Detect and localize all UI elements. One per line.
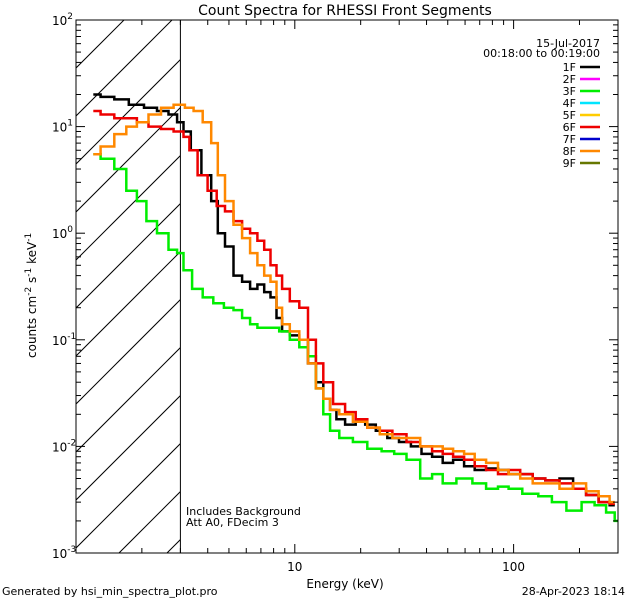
svg-text:100: 100 <box>52 225 73 241</box>
svg-text:102: 102 <box>52 12 73 28</box>
hatch-line-8 <box>76 298 181 405</box>
series-line-8F <box>93 103 615 504</box>
hatch-line-1 <box>76 20 125 69</box>
x-tick-label-100: 100 <box>502 560 525 574</box>
hatch-line-4 <box>76 106 181 213</box>
legend-item-9F: 9F <box>563 157 600 170</box>
y-tick-label-1e-3: 10-3 <box>52 545 76 561</box>
series-line-3F <box>93 153 618 523</box>
series-line-6F <box>93 109 615 505</box>
legend-item-2F: 2F <box>563 73 600 86</box>
hatch-line-6 <box>76 202 181 309</box>
legend-label-3F: 3F <box>563 85 576 98</box>
legend-item-7F: 7F <box>563 133 600 146</box>
hatch-line-2 <box>76 20 173 117</box>
footer-timestamp: 28-Apr-2023 18:14 <box>522 585 625 598</box>
chart-title: Count Spectra for RHESSI Front Segments <box>198 3 492 19</box>
hatch-line-10 <box>76 394 181 501</box>
hatched-region <box>76 20 181 553</box>
legend-item-1F: 1F <box>563 61 600 74</box>
annotation-attenuator: Att A0, FDecim 3 <box>186 516 279 529</box>
svg-text:10-2: 10-2 <box>52 438 76 454</box>
footer-generated-by: Generated by hsi_min_spectra_plot.pro <box>2 585 218 598</box>
annotation-background: Includes Background <box>186 505 301 518</box>
series-group <box>93 93 618 523</box>
series-line-1F <box>93 93 615 507</box>
time-range-label: 00:18:00 to 00:19:00 <box>483 47 600 60</box>
hatch-line-3 <box>76 58 181 165</box>
hatch-line-11 <box>76 442 181 549</box>
legend-item-5F: 5F <box>563 109 600 122</box>
y-axis-label: counts cm-2 s-1 keV-1 <box>24 233 39 358</box>
legend-label-2F: 2F <box>563 73 576 86</box>
y-tick-label-1e2: 102 <box>52 12 73 28</box>
legend-label-4F: 4F <box>563 97 576 110</box>
legend-item-6F: 6F <box>563 121 600 134</box>
legend-item-4F: 4F <box>563 97 600 110</box>
legend-item-3F: 3F <box>563 85 600 98</box>
legend-label-8F: 8F <box>563 145 576 158</box>
legend-label-9F: 9F <box>563 157 576 170</box>
legend-item-8F: 8F <box>563 145 600 158</box>
y-tick-label-1e1: 101 <box>52 119 73 135</box>
legend-label-7F: 7F <box>563 133 576 146</box>
y-tick-label-1e-1: 10-1 <box>52 332 76 348</box>
date-label: 15-Jul-2017 <box>536 37 600 50</box>
y-tick-label-1e-2: 10-2 <box>52 438 76 454</box>
plot-frame <box>75 19 619 554</box>
svg-text:10-1: 10-1 <box>52 332 76 348</box>
hatch-line-5 <box>76 154 181 261</box>
x-tick-label-10: 10 <box>287 560 302 574</box>
svg-text:10-3: 10-3 <box>52 545 76 561</box>
svg-text:101: 101 <box>52 119 73 135</box>
axis-ticks <box>75 19 619 554</box>
y-tick-label-1e0: 100 <box>52 225 73 241</box>
legend-label-1F: 1F <box>563 61 576 74</box>
legend-label-6F: 6F <box>563 121 576 134</box>
hatch-line-7 <box>76 250 181 357</box>
x-axis-label: Energy (keV) <box>306 577 383 591</box>
legend-label-5F: 5F <box>563 109 576 122</box>
